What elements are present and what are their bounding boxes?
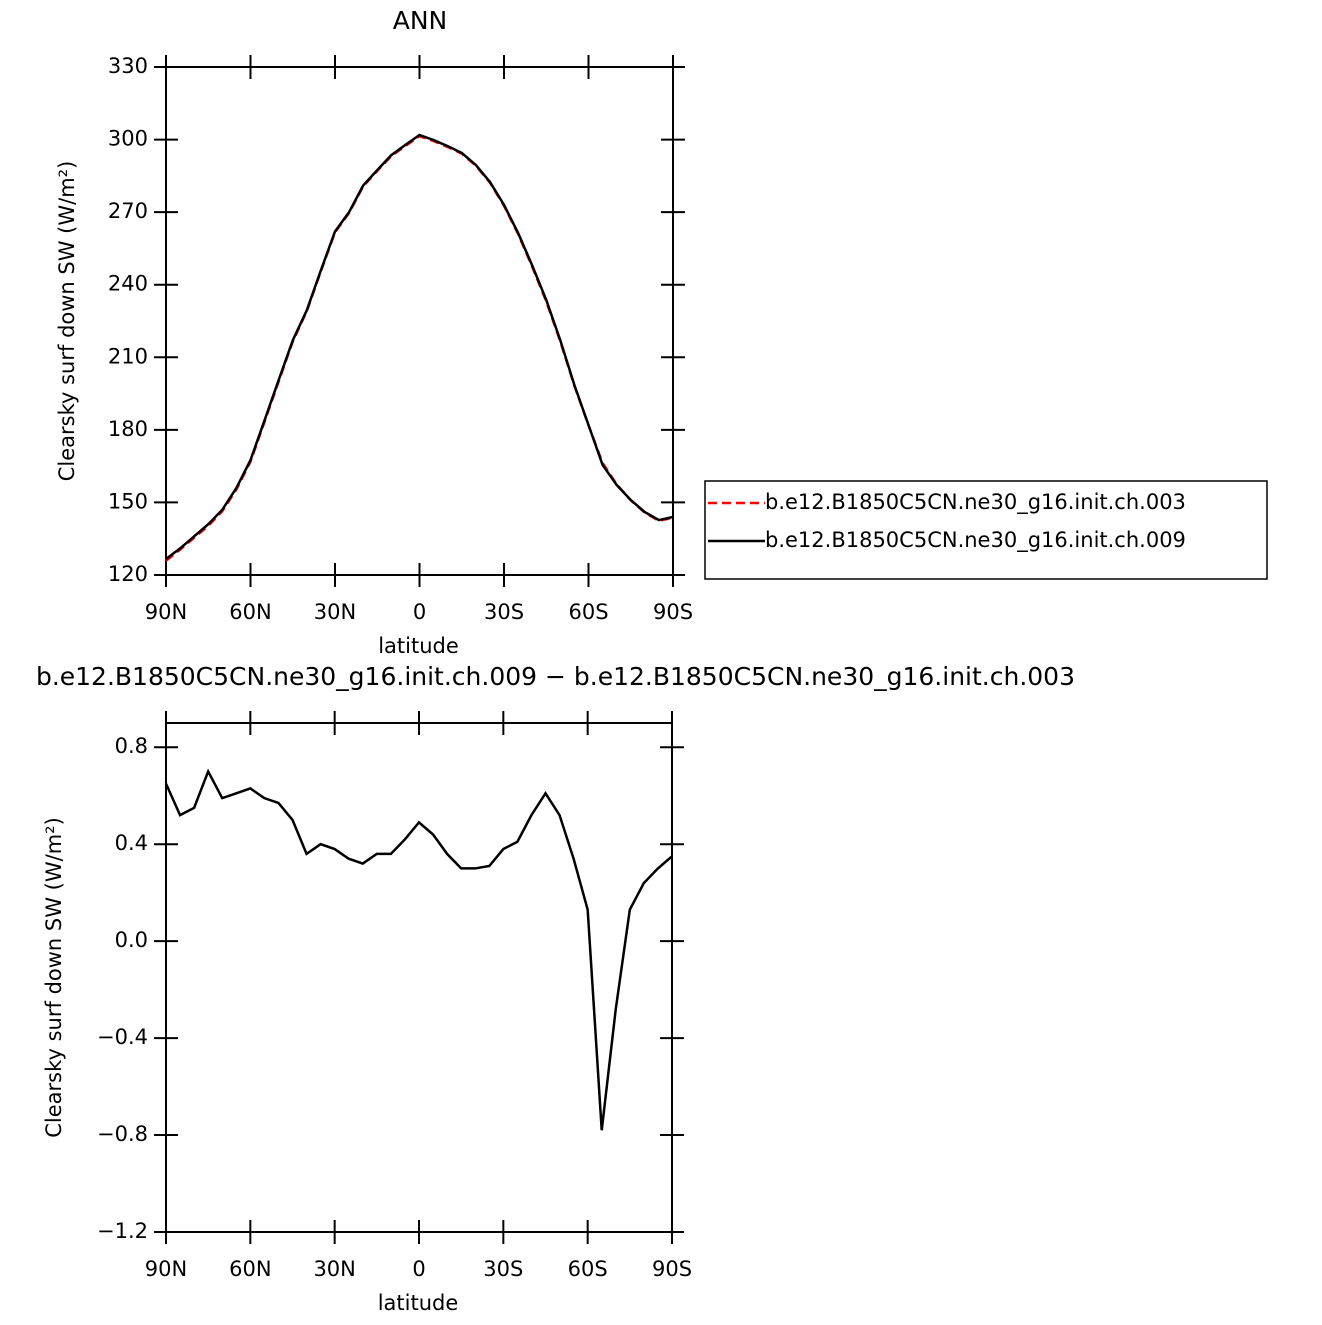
plot-frame (165, 722, 673, 1233)
y-axis-label: Clearsky surf down SW (W/m²) (42, 817, 66, 1138)
y-tick-label: 300 (108, 127, 148, 151)
y-tick-label: −1.2 (97, 1219, 148, 1243)
x-tick-label: 30S (483, 1257, 523, 1281)
x-tick-label: 30N (313, 1257, 355, 1281)
x-tick-label: 60N (229, 600, 271, 624)
x-tick-label: 90N (145, 600, 187, 624)
y-axis-label: Clearsky surf down SW (W/m²) (55, 161, 79, 482)
y-tick-label: 150 (108, 489, 148, 513)
y-tick-label: −0.4 (97, 1025, 148, 1049)
chart-title: b.e12.B1850C5CN.ne30_g16.init.ch.009 − b… (36, 662, 1075, 691)
legend-box (704, 480, 1268, 580)
y-tick-label: 180 (108, 417, 148, 441)
x-tick-label: 90S (653, 600, 693, 624)
y-tick-label: −0.8 (97, 1122, 148, 1146)
y-tick-label: 240 (108, 272, 148, 296)
data-line (165, 133, 674, 561)
y-tick-label: 0.0 (115, 928, 148, 952)
chart-title: ANN (393, 6, 448, 35)
x-tick-label: 90N (145, 1257, 187, 1281)
legend-label: b.e12.B1850C5CN.ne30_g16.init.ch.009 (765, 528, 1186, 553)
x-tick-label: 0 (413, 600, 426, 624)
x-axis-label: latitude (378, 1291, 459, 1315)
x-axis-label: latitude (378, 634, 459, 658)
plot-frame (165, 66, 674, 576)
y-tick-label: 0.4 (115, 831, 148, 855)
data-line (164, 768, 673, 1131)
y-tick-label: 270 (108, 199, 148, 223)
y-tick-label: 330 (108, 54, 148, 78)
legend-label: b.e12.B1850C5CN.ne30_g16.init.ch.003 (765, 490, 1186, 515)
x-tick-label: 90S (652, 1257, 692, 1281)
y-tick-label: 120 (108, 562, 148, 586)
x-tick-label: 30N (314, 600, 356, 624)
y-tick-label: 210 (108, 344, 148, 368)
x-tick-label: 60S (568, 1257, 608, 1281)
x-tick-label: 60S (568, 600, 608, 624)
x-tick-label: 30S (484, 600, 524, 624)
x-tick-label: 60N (229, 1257, 271, 1281)
data-line (165, 134, 674, 562)
x-tick-label: 0 (412, 1257, 425, 1281)
y-tick-label: 0.8 (115, 734, 148, 758)
